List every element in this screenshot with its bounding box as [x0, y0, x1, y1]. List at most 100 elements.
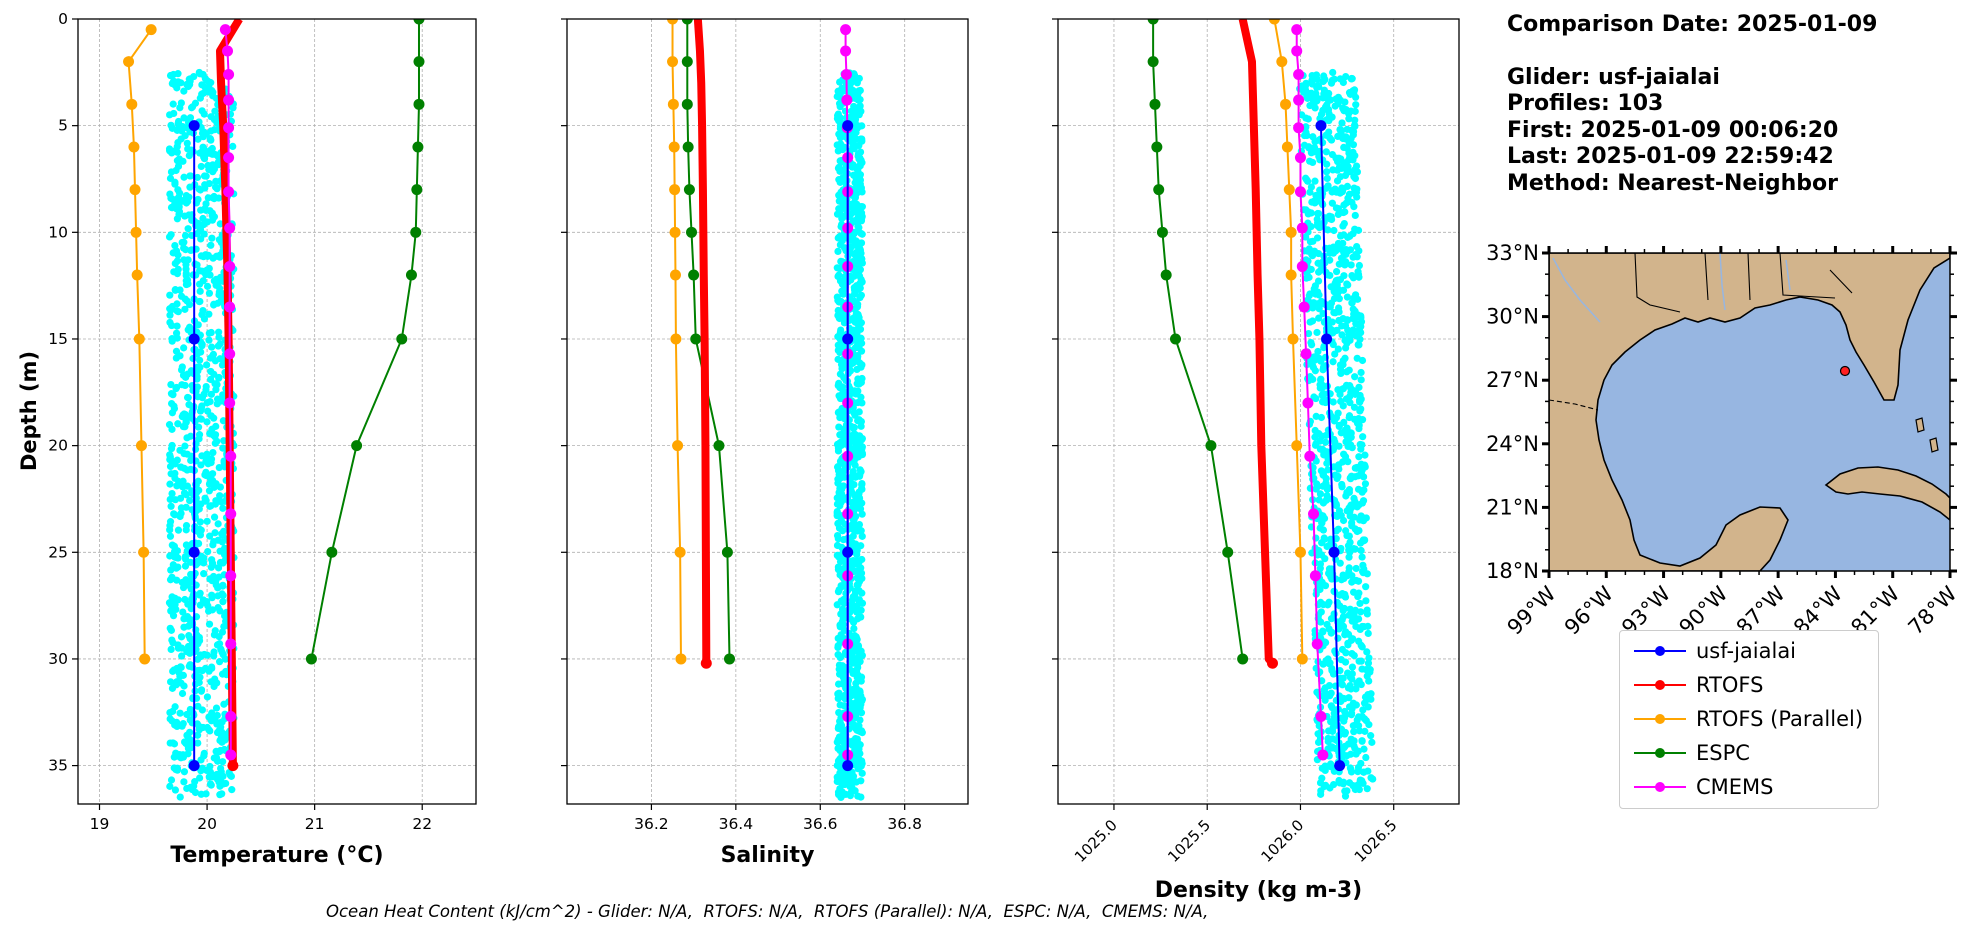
glider-point [216, 782, 224, 790]
glider-point [1316, 524, 1324, 532]
glider-point [1315, 291, 1323, 299]
data-point [675, 653, 687, 665]
glider-point [857, 319, 865, 327]
glider-point [168, 636, 176, 644]
glider-point [1335, 316, 1343, 325]
glider-point [1341, 631, 1349, 639]
glider-point [1345, 190, 1354, 198]
data-point [413, 56, 425, 68]
glider-point [849, 653, 857, 661]
data-point [223, 152, 235, 164]
glider-point [837, 669, 846, 677]
glider-point [1350, 513, 1358, 521]
first-time: First: 2025-01-09 00:06:20 [1507, 117, 1839, 143]
glider-point [1343, 293, 1352, 301]
map-lat-label: 30°N [1486, 305, 1539, 329]
data-point [690, 333, 702, 345]
glider-point [857, 334, 865, 342]
glider-point [1302, 233, 1310, 241]
glider-point [179, 157, 187, 165]
glider-point [206, 780, 215, 788]
glider-point [835, 392, 843, 400]
glider-point [177, 633, 186, 641]
glider-point [1352, 162, 1361, 170]
glider-point [1328, 743, 1336, 751]
glider-point [857, 777, 865, 785]
glider-point [1330, 669, 1338, 677]
glider-point [1335, 163, 1344, 171]
glider-point [1338, 483, 1346, 491]
series-espc [1147, 19, 1249, 665]
data-point [669, 226, 681, 238]
glider-point [205, 620, 214, 628]
glider-point [174, 186, 182, 194]
glider-point [834, 535, 842, 543]
glider-point [196, 518, 204, 526]
glider-point [203, 766, 211, 775]
glider-point [1353, 243, 1361, 251]
glider-point [205, 487, 214, 495]
glider-point [1335, 422, 1343, 431]
glider-point [1350, 728, 1358, 736]
glider-point [851, 267, 859, 275]
glider-point [840, 743, 848, 751]
glider-point [181, 595, 189, 604]
glider-point [1313, 328, 1321, 337]
glider-point [857, 467, 865, 476]
glider-point [834, 724, 842, 733]
glider-point [855, 408, 863, 416]
legend-item-espc: ESPC [1632, 739, 1750, 767]
glider-point [1348, 522, 1356, 530]
glider-point [180, 173, 188, 181]
glider-point [851, 179, 859, 187]
glider-point [848, 701, 856, 709]
glider-point [1324, 226, 1332, 234]
glider-point [174, 162, 183, 170]
glider-point [1356, 440, 1364, 449]
glider-point [1329, 68, 1337, 77]
glider-point [1357, 546, 1365, 555]
glider-point [172, 354, 180, 362]
glider-point [1347, 75, 1356, 83]
glider-point [1352, 701, 1360, 709]
glider-point [173, 722, 181, 731]
glider-point [1349, 274, 1358, 282]
glider-point [1356, 776, 1364, 784]
glider-point [833, 551, 841, 559]
glider-point [857, 229, 865, 237]
glider-point [204, 194, 212, 202]
glider-point [1338, 119, 1346, 127]
glider-point [1356, 599, 1364, 608]
glider-point [215, 328, 223, 336]
glider-point [858, 374, 866, 383]
glider-point [1356, 398, 1364, 406]
glider-point [177, 292, 186, 300]
glider-point [1313, 300, 1322, 308]
glider-point [1360, 623, 1368, 631]
glider-point [219, 444, 227, 452]
glider-point [205, 289, 214, 297]
glider-point [1351, 121, 1359, 129]
map-lon-label: 96°W [1560, 581, 1618, 639]
data-point [681, 56, 693, 68]
glider-point [1335, 461, 1343, 469]
glider-point [1354, 270, 1363, 278]
glider-point [1345, 611, 1353, 619]
glider-point [218, 731, 226, 739]
glider-point [835, 176, 843, 184]
glider-point [204, 251, 212, 259]
glider-point [1333, 281, 1341, 289]
data-point [188, 546, 200, 558]
glider-point [1334, 472, 1342, 480]
x-tick-label: 36.4 [719, 815, 754, 833]
glider-point [835, 314, 844, 323]
data-point [133, 333, 145, 345]
glider-point [1343, 316, 1352, 325]
data-point [1291, 24, 1303, 36]
glider-point [182, 526, 190, 534]
glider-point [1361, 451, 1369, 459]
glider-point [1307, 222, 1315, 231]
glider-point [1358, 416, 1367, 424]
legend-label: RTOFS (Parallel) [1696, 707, 1864, 731]
